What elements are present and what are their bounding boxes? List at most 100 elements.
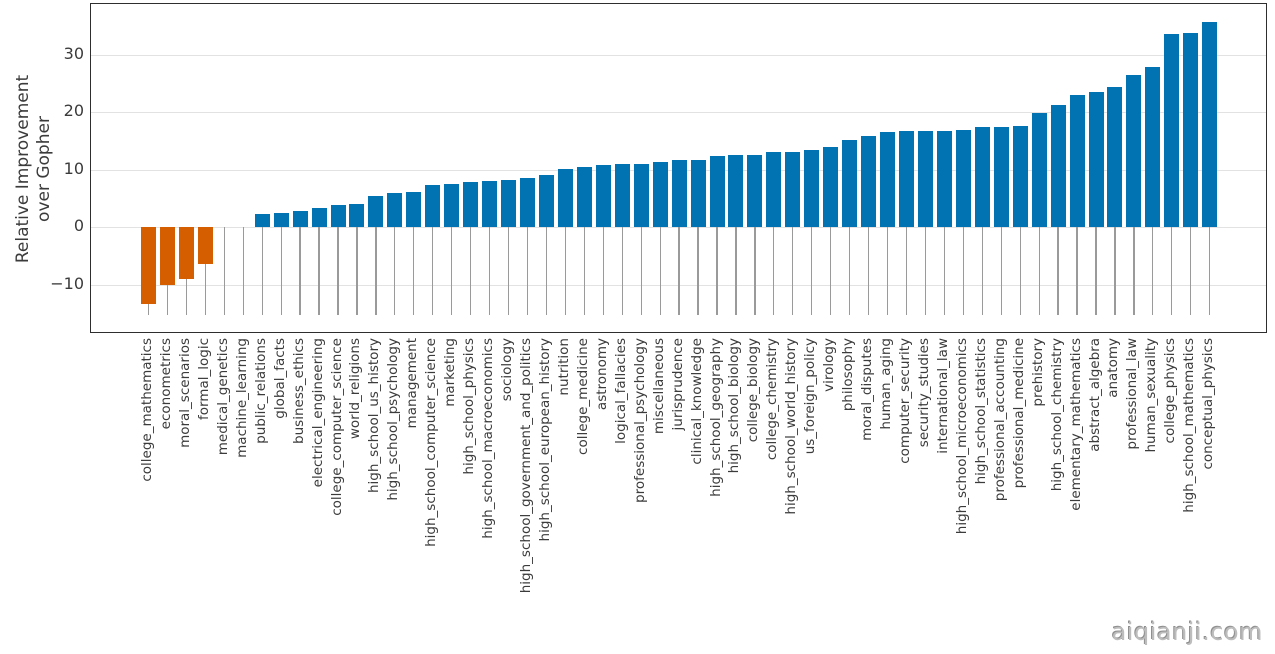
error-whisker <box>413 227 415 316</box>
error-whisker <box>924 227 927 316</box>
bar-college_chemistry <box>766 152 782 228</box>
bar-business_ethics <box>292 210 308 228</box>
error-whisker <box>905 227 908 316</box>
error-whisker <box>488 227 491 316</box>
x-tick-label-high_school_statistics: high_school_statistics <box>972 338 989 485</box>
error-whisker <box>602 227 604 316</box>
bar-high_school_psychology <box>387 193 403 228</box>
bar-high_school_mathematics <box>1183 32 1199 228</box>
x-tick-label-human_sexuality: human_sexuality <box>1143 338 1160 453</box>
x-tick-label-professional_medicine: professional_medicine <box>1010 338 1027 489</box>
error-whisker <box>792 227 794 316</box>
bar-high_school_macroeconomics <box>482 181 498 228</box>
x-tick-label-world_religions: world_religions <box>347 338 364 440</box>
x-tick-label-high_school_government_and_politics: high_school_government_and_politics <box>518 338 534 594</box>
watermark: aiqianji.com <box>1111 618 1263 646</box>
error-whisker <box>1190 227 1192 316</box>
error-whisker <box>1076 227 1078 316</box>
x-tick-label-high_school_psychology: high_school_psychology <box>385 338 402 501</box>
error-whisker <box>621 227 623 316</box>
x-tick-label-high_school_chemistry: high_school_chemistry <box>1048 338 1065 492</box>
x-tick-label-professional_accounting: professional_accounting <box>991 338 1008 502</box>
bar-clinical_knowledge <box>690 159 706 228</box>
x-tick-label-anatomy: anatomy <box>1105 338 1122 398</box>
x-tick-label-college_computer_science: college_computer_science <box>328 338 345 516</box>
bar-high_school_geography <box>709 155 725 228</box>
error-whisker <box>451 227 453 316</box>
error-whisker <box>204 227 206 316</box>
bar-nutrition <box>557 169 573 228</box>
x-tick-label-high_school_world_history: high_school_world_history <box>783 338 800 515</box>
error-whisker <box>659 227 661 316</box>
y-tick-label: 0 <box>73 216 84 236</box>
bar-abstract_algebra <box>1088 91 1104 228</box>
error-whisker <box>716 227 718 316</box>
error-whisker <box>280 227 282 316</box>
error-whisker <box>394 227 396 316</box>
x-tick-label-global_facts: global_facts <box>271 338 288 419</box>
bar-high_school_statistics <box>974 127 990 228</box>
x-tick-label-college_biology: college_biology <box>745 338 762 443</box>
bar-prehistory <box>1031 113 1047 228</box>
error-whisker <box>773 227 775 316</box>
bar-college_medicine <box>576 167 592 228</box>
error-whisker <box>962 227 964 316</box>
error-whisker <box>432 227 434 316</box>
x-tick-label-high_school_physics: high_school_physics <box>461 338 478 475</box>
error-whisker <box>754 227 756 316</box>
error-whisker <box>583 227 585 316</box>
x-tick-label-clinical_knowledge: clinical_knowledge <box>688 338 705 465</box>
x-tick-label-conceptual_physics: conceptual_physics <box>1200 338 1217 470</box>
bar-human_sexuality <box>1145 66 1161 228</box>
x-tick-label-high_school_computer_science: high_school_computer_science <box>423 338 440 547</box>
x-tick-label-management: management <box>404 338 421 429</box>
bar-high_school_computer_science <box>425 184 441 228</box>
x-tick-label-high_school_geography: high_school_geography <box>707 338 724 497</box>
bar-high_school_european_history <box>538 175 554 228</box>
error-whisker <box>735 227 737 316</box>
bar-high_school_biology <box>728 155 744 228</box>
error-whisker <box>697 227 699 316</box>
x-tick-label-machine_learning: machine_learning <box>233 338 250 458</box>
error-whisker <box>943 227 946 316</box>
x-tick-label-formal_logic: formal_logic <box>195 338 212 421</box>
x-tick-label-high_school_macroeconomics: high_school_macroeconomics <box>480 338 497 539</box>
bar-sociology <box>501 180 517 228</box>
error-whisker <box>242 227 244 316</box>
bar-high_school_chemistry <box>1050 105 1066 228</box>
bar-marketing <box>444 183 460 228</box>
bar-anatomy <box>1107 86 1123 228</box>
x-tick-label-electrical_engineering: electrical_engineering <box>309 338 326 488</box>
error-whisker <box>1095 227 1097 316</box>
bar-high_school_physics <box>463 182 479 228</box>
x-tick-label-us_foreign_policy: us_foreign_policy <box>802 338 819 455</box>
bar-high_school_microeconomics <box>955 129 971 228</box>
bar-professional_medicine <box>1012 125 1028 228</box>
error-whisker <box>1152 227 1154 316</box>
bar-conceptual_physics <box>1202 22 1218 228</box>
x-tick-label-moral_scenarios: moral_scenarios <box>176 338 193 448</box>
x-tick-label-abstract_algebra: abstract_algebra <box>1086 338 1103 452</box>
error-whisker <box>545 227 548 316</box>
x-tick-label-human_aging: human_aging <box>878 338 895 430</box>
error-whisker <box>830 227 832 316</box>
x-tick-label-college_chemistry: college_chemistry <box>764 338 781 461</box>
gridline-y20 <box>91 112 1266 114</box>
y-tick-label: 20 <box>63 101 84 121</box>
error-whisker <box>886 227 889 316</box>
error-whisker <box>981 227 983 316</box>
x-tick-label-marketing: marketing <box>442 338 459 407</box>
bar-high_school_us_history <box>368 195 384 228</box>
x-tick-label-econometrics: econometrics <box>157 338 174 430</box>
bar-moral_scenarios <box>178 227 194 280</box>
error-whisker <box>1000 227 1002 316</box>
bar-human_aging <box>880 131 896 228</box>
error-whisker <box>299 227 301 316</box>
bar-elementary_mathematics <box>1069 94 1085 228</box>
error-whisker <box>318 227 320 316</box>
error-whisker <box>356 227 358 316</box>
error-whisker <box>1171 227 1173 316</box>
bar-computer_security <box>899 131 914 228</box>
bar-formal_logic <box>197 227 213 265</box>
x-tick-label-philosophy: philosophy <box>840 338 857 412</box>
